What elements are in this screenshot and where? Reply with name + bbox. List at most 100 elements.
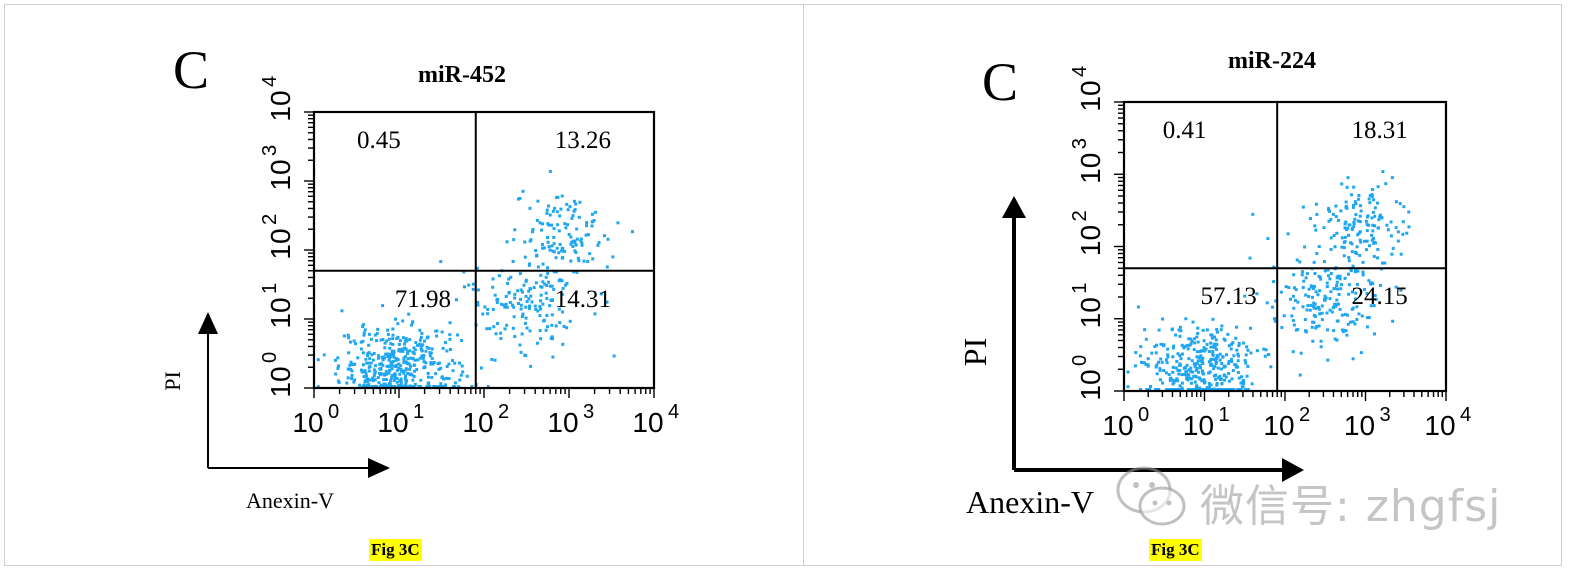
data-point bbox=[402, 369, 406, 373]
data-point bbox=[1229, 347, 1233, 351]
data-point bbox=[402, 385, 406, 389]
data-point bbox=[1232, 354, 1236, 358]
data-point bbox=[367, 351, 371, 355]
data-point bbox=[387, 371, 391, 375]
data-point bbox=[1170, 328, 1174, 332]
data-point bbox=[495, 301, 499, 305]
data-point bbox=[345, 381, 349, 385]
data-point bbox=[546, 235, 550, 239]
data-point bbox=[1365, 229, 1369, 233]
data-point bbox=[337, 364, 341, 368]
data-point bbox=[386, 328, 390, 332]
x-tick-label: 10 bbox=[1183, 410, 1214, 441]
data-point bbox=[387, 364, 391, 368]
data-point bbox=[1192, 348, 1196, 352]
data-point bbox=[1346, 313, 1350, 317]
data-point bbox=[1365, 325, 1369, 329]
data-point bbox=[1207, 385, 1211, 389]
data-point bbox=[374, 384, 378, 388]
data-point bbox=[1344, 204, 1348, 208]
data-point bbox=[383, 346, 387, 350]
data-point bbox=[1195, 355, 1199, 359]
data-point bbox=[399, 382, 403, 386]
data-point bbox=[1335, 298, 1339, 302]
data-point bbox=[347, 336, 351, 340]
data-point bbox=[1371, 188, 1375, 192]
data-point bbox=[524, 278, 528, 282]
data-point bbox=[1138, 354, 1142, 358]
data-point bbox=[1358, 220, 1362, 224]
data-point bbox=[1319, 339, 1323, 343]
data-point bbox=[1202, 378, 1206, 382]
data-point bbox=[554, 324, 558, 328]
data-point bbox=[1394, 200, 1398, 204]
x-tick-label-exponent: 0 bbox=[328, 401, 339, 423]
data-point bbox=[1214, 338, 1218, 342]
data-point bbox=[361, 351, 365, 355]
data-point bbox=[1190, 359, 1194, 363]
data-point bbox=[1371, 210, 1375, 214]
data-point bbox=[565, 202, 569, 206]
y-tick-label-base: 10 bbox=[1075, 369, 1106, 400]
data-point bbox=[1357, 231, 1361, 235]
data-point bbox=[548, 284, 552, 288]
data-point bbox=[1210, 336, 1214, 340]
data-point bbox=[1361, 270, 1365, 274]
x-tick-label: 10 bbox=[1263, 410, 1294, 441]
data-point bbox=[522, 283, 526, 287]
data-point bbox=[1335, 280, 1339, 284]
data-point bbox=[382, 372, 386, 376]
data-point bbox=[453, 381, 457, 385]
data-point bbox=[1347, 259, 1351, 263]
data-point bbox=[486, 312, 490, 316]
data-point bbox=[445, 364, 449, 368]
data-point bbox=[1342, 254, 1346, 258]
data-point bbox=[392, 378, 396, 382]
data-point bbox=[1294, 288, 1298, 292]
y-tick-label: 101 bbox=[259, 283, 296, 329]
data-point bbox=[346, 367, 350, 371]
data-point bbox=[536, 309, 540, 313]
data-point bbox=[400, 347, 404, 351]
data-point bbox=[506, 281, 510, 285]
data-point bbox=[1370, 216, 1374, 220]
data-point bbox=[566, 223, 570, 227]
data-point bbox=[1220, 324, 1224, 328]
data-point bbox=[373, 370, 377, 374]
data-point bbox=[379, 372, 383, 376]
data-point bbox=[529, 294, 533, 298]
data-point bbox=[1325, 281, 1329, 285]
data-point bbox=[1162, 344, 1166, 348]
data-point bbox=[367, 385, 371, 389]
data-point bbox=[541, 222, 545, 226]
data-point bbox=[1166, 347, 1170, 351]
data-point bbox=[413, 348, 417, 352]
data-point bbox=[605, 265, 609, 269]
data-point bbox=[1200, 369, 1204, 373]
data-point bbox=[408, 385, 412, 389]
data-point bbox=[404, 337, 408, 341]
data-point bbox=[1345, 185, 1349, 189]
data-point bbox=[505, 323, 509, 327]
x-tick-label-exponent: 2 bbox=[1299, 404, 1310, 426]
data-point bbox=[383, 382, 387, 386]
data-point bbox=[561, 342, 565, 346]
data-point bbox=[1312, 284, 1316, 288]
data-point bbox=[476, 288, 480, 292]
data-point bbox=[1242, 341, 1246, 345]
data-point bbox=[524, 294, 528, 298]
data-point bbox=[1166, 353, 1170, 357]
data-point bbox=[528, 304, 532, 308]
data-point bbox=[376, 376, 380, 380]
data-point bbox=[568, 319, 572, 323]
data-point bbox=[539, 337, 543, 341]
data-point bbox=[1289, 297, 1293, 301]
data-point bbox=[494, 332, 498, 336]
data-point bbox=[1376, 256, 1380, 260]
data-point bbox=[504, 302, 508, 306]
data-point bbox=[1167, 373, 1171, 377]
data-point bbox=[544, 275, 548, 279]
data-point bbox=[503, 305, 507, 309]
data-point bbox=[535, 341, 539, 345]
data-point bbox=[509, 275, 513, 279]
